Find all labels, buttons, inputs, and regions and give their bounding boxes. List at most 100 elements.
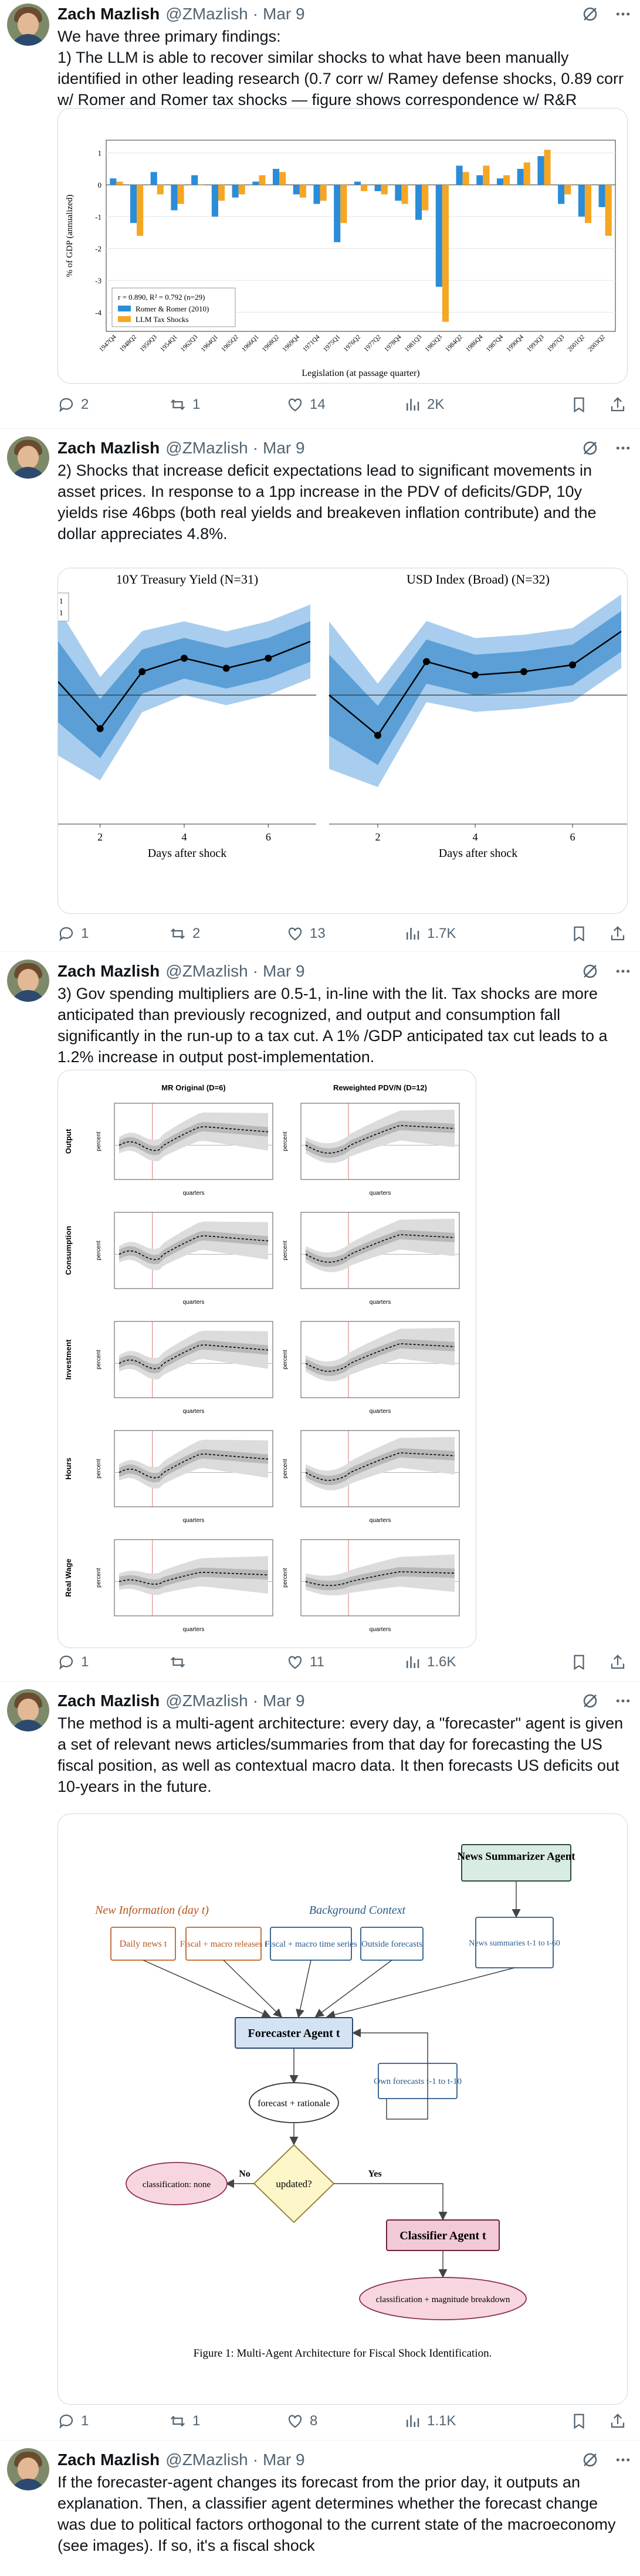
more-icon[interactable] — [614, 962, 632, 980]
author-name[interactable]: Zach Mazlish — [57, 439, 160, 457]
tweet-3[interactable]: Zach Mazlish @ZMazlish · Mar 9 3) Gov sp… — [0, 953, 640, 1680]
tweet-text: 3) Gov spending multipliers are 0.5-1, i… — [57, 985, 612, 1066]
bookmark-button[interactable] — [570, 396, 588, 413]
tweet-media-chart[interactable]: MR Original (D=6) Reweighted PDV/N (D=12)… — [57, 1070, 476, 1648]
row-label: Investment — [64, 1339, 73, 1379]
share-button[interactable] — [609, 396, 627, 413]
share-button[interactable] — [609, 2412, 627, 2430]
avatar[interactable] — [7, 960, 49, 1002]
more-icon[interactable] — [614, 2451, 632, 2469]
avatar[interactable] — [7, 4, 49, 46]
svg-text:Fiscal + macro time series: Fiscal + macro time series — [265, 1940, 357, 1949]
bookmark-button[interactable] — [570, 2412, 588, 2430]
like-button[interactable]: 13 — [286, 925, 404, 943]
bar-romer — [171, 185, 178, 211]
avatar[interactable] — [7, 1689, 49, 1731]
reply-button[interactable]: 1 — [57, 1653, 169, 1671]
author-name[interactable]: Zach Mazlish — [57, 2450, 160, 2469]
views-button[interactable]: 1.7K — [404, 925, 509, 943]
share-button[interactable] — [609, 1653, 627, 1671]
tweet-media-diagram[interactable]: News Summarizer Agent New Information (d… — [57, 1814, 628, 2405]
share-button[interactable] — [609, 925, 627, 943]
repost-button[interactable]: 1 — [169, 2412, 286, 2430]
bar-llm — [442, 185, 449, 322]
x-tick-label: 1990Q4 — [505, 333, 525, 353]
tweet-date[interactable]: Mar 9 — [263, 962, 305, 980]
irf-panel: percent quarters — [96, 1212, 273, 1306]
repost-button[interactable] — [169, 1653, 286, 1671]
tweet-4[interactable]: Zach Mazlish @ZMazlish · Mar 9 The metho… — [0, 1682, 640, 2439]
repost-icon — [170, 399, 185, 411]
reply-icon — [59, 927, 73, 941]
confidence-band — [58, 621, 310, 758]
y-tick-label: -3 — [95, 276, 101, 285]
input-daily-news: Daily news t — [110, 1927, 176, 1961]
share-icon — [611, 2414, 625, 2428]
bar-llm — [299, 185, 306, 198]
y-axis-label: percent — [282, 1459, 289, 1479]
new-information-title: New Information (day t) — [94, 1904, 209, 1917]
author-handle[interactable]: @ZMazlish — [165, 439, 248, 457]
bar-romer — [273, 168, 280, 185]
x-tick-label: 1948Q2 — [118, 334, 138, 354]
views-button[interactable]: 2K — [404, 396, 509, 413]
reply-button[interactable]: 1 — [57, 925, 169, 943]
x-tick-label: 1950Q3 — [138, 333, 158, 353]
bar-romer — [232, 185, 239, 198]
response-point — [374, 731, 381, 739]
bar-romer — [334, 185, 341, 242]
like-button[interactable]: 14 — [286, 396, 404, 413]
bookmark-button[interactable] — [570, 1653, 588, 1671]
response-point — [96, 725, 104, 733]
bookmark-button[interactable] — [570, 925, 588, 943]
tweet-1[interactable]: Zach Mazlish @ZMazlish · Mar 9 We have t… — [0, 0, 640, 425]
avatar[interactable] — [7, 436, 49, 479]
tweet-date[interactable]: Mar 9 — [263, 1692, 305, 1710]
like-button[interactable]: 11 — [286, 1653, 404, 1671]
repost-button[interactable]: 2 — [169, 925, 286, 943]
tweet-date[interactable]: Mar 9 — [263, 2450, 305, 2469]
more-icon[interactable] — [614, 1692, 632, 1710]
bar-llm — [422, 185, 429, 211]
tweet-2[interactable]: Zach Mazlish @ZMazlish · Mar 9 2) Shocks… — [0, 429, 640, 951]
author-name[interactable]: Zach Mazlish — [57, 962, 160, 980]
more-icon[interactable] — [614, 5, 632, 23]
tweet-date[interactable]: Mar 9 — [263, 5, 305, 23]
column-title: MR Original (D=6) — [161, 1083, 225, 1092]
irf-line — [305, 1125, 455, 1154]
grok-icon[interactable] — [581, 962, 599, 980]
tweet-5[interactable]: Zach Mazlish @ZMazlish · Mar 9 If the fo… — [0, 2441, 640, 2576]
like-button[interactable]: 8 — [286, 2412, 404, 2430]
x-tick-label: 1954Q1 — [159, 334, 179, 354]
response-point — [520, 668, 527, 676]
views-button[interactable]: 1.6K — [404, 1653, 509, 1671]
y-axis-label: percent — [96, 1568, 102, 1588]
x-axis-label: quarters — [183, 1408, 205, 1415]
bar-romer — [211, 185, 218, 217]
more-icon[interactable] — [614, 439, 632, 457]
author-name[interactable]: Zach Mazlish — [57, 5, 160, 23]
author-handle[interactable]: @ZMazlish — [165, 2450, 248, 2469]
grok-icon[interactable] — [581, 439, 599, 457]
author-handle[interactable]: @ZMazlish — [165, 5, 248, 23]
tweet-media-chart[interactable]: -4 -3 -2 -1 0 1 1947Q4 1948Q2 1950Q3 1954Q1 1962Q3… — [57, 108, 628, 384]
reply-icon — [59, 398, 73, 412]
avatar[interactable] — [7, 2448, 49, 2490]
views-button[interactable]: 1.1K — [404, 2412, 509, 2430]
forecast-rationale-label: forecast + rationale — [258, 2099, 330, 2109]
author-handle[interactable]: @ZMazlish — [165, 1692, 248, 1710]
repost-button[interactable]: 1 — [169, 396, 286, 413]
svg-text:Fiscal + macro releases t: Fiscal + macro releases t — [180, 1940, 267, 1949]
grok-icon[interactable] — [581, 1692, 599, 1710]
x-tick-label: 1965Q2 — [220, 334, 240, 354]
author-name[interactable]: Zach Mazlish — [57, 1692, 160, 1710]
reply-button[interactable]: 2 — [57, 396, 169, 413]
irf-panel: percent quarters — [96, 1430, 273, 1524]
author-handle[interactable]: @ZMazlish — [165, 962, 248, 980]
tweet-date[interactable]: Mar 9 — [263, 439, 305, 457]
tweet-media-chart[interactable]: 10Y Treasury Yield (N=31) 2 4 6 Days after s… — [57, 568, 628, 914]
tweet-text: We have three primary findings: 1) The L… — [57, 28, 624, 130]
grok-icon[interactable] — [581, 2451, 599, 2469]
grok-icon[interactable] — [581, 5, 599, 23]
reply-button[interactable]: 1 — [57, 2412, 169, 2430]
